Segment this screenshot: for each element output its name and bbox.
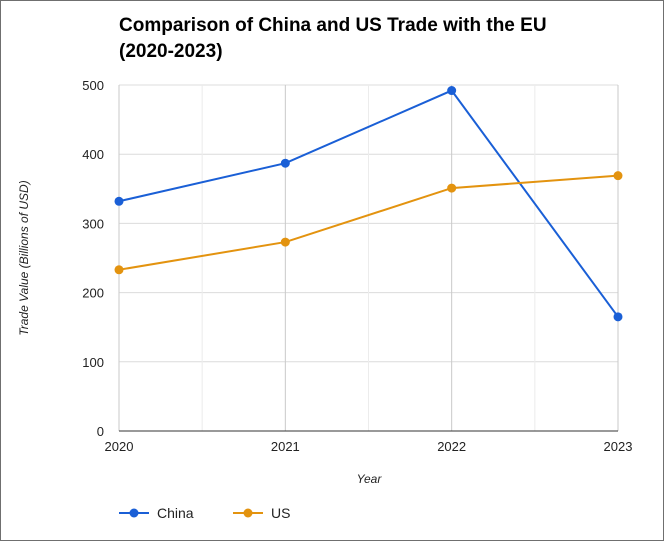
legend-label: US <box>271 505 290 521</box>
x-tick-label: 2020 <box>105 439 134 454</box>
series-line-china <box>118 89 619 318</box>
data-point-china <box>280 158 290 168</box>
data-point-china <box>613 312 623 322</box>
x-tick-label: 2023 <box>604 439 633 454</box>
y-tick-label: 200 <box>82 286 104 301</box>
x-tick-label: 2022 <box>437 439 466 454</box>
legend: China US <box>119 505 290 521</box>
legend-swatch-marker <box>129 508 139 518</box>
data-point-china <box>114 196 124 206</box>
series-line-us <box>118 174 619 271</box>
data-point-us <box>114 265 124 275</box>
data-point-us <box>280 237 290 247</box>
x-axis-title: Year <box>357 472 383 486</box>
y-tick-label: 500 <box>82 78 104 93</box>
legend-swatch-marker <box>243 508 253 518</box>
axes: 0 100 200 300 400 500 2020 2021 2022 2023 <box>82 78 632 454</box>
legend-label: China <box>157 505 194 521</box>
chart-title-line-1: Comparison of China and US Trade with th… <box>119 15 547 36</box>
chart-title-line-2: (2020-2023) <box>119 41 223 62</box>
series <box>114 86 623 322</box>
y-axis-title: Trade Value (Billions of USD) <box>17 180 31 335</box>
data-point-us <box>613 171 623 181</box>
data-point-us <box>447 183 457 193</box>
x-tick-label: 2021 <box>271 439 300 454</box>
grid <box>118 84 619 431</box>
y-tick-label: 300 <box>82 216 104 231</box>
y-tick-label: 100 <box>82 355 104 370</box>
data-point-china <box>447 86 457 96</box>
y-tick-label: 400 <box>82 147 104 162</box>
y-tick-label: 0 <box>97 424 104 439</box>
